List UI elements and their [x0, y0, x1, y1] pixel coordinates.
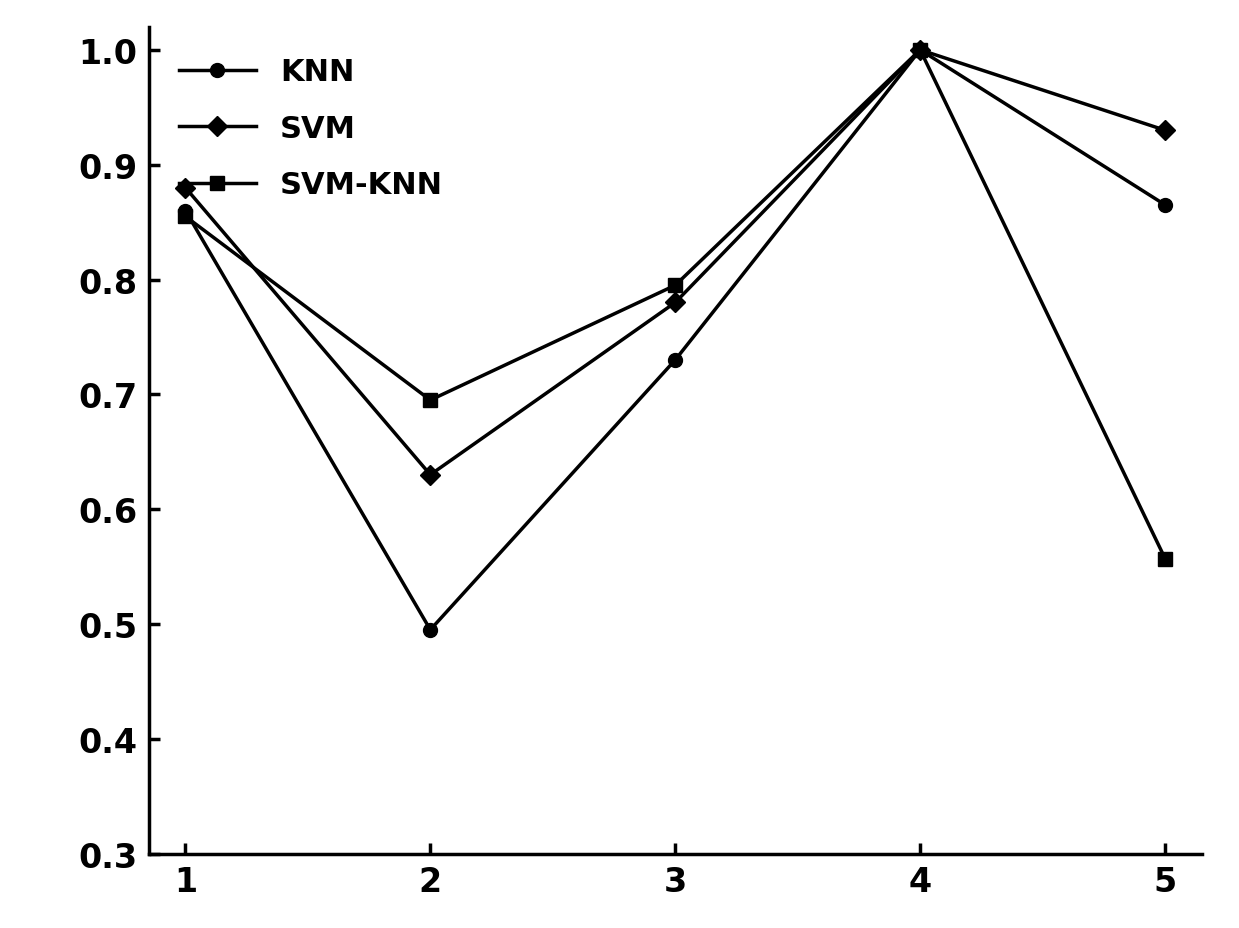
SVM-KNN: [178, 212, 193, 223]
SVM-KNN: [668, 280, 683, 291]
KNN: [422, 625, 437, 636]
SVM: [422, 470, 437, 481]
SVM-KNN: [422, 395, 437, 406]
Line: SVM-KNN: SVM-KNN: [178, 44, 1172, 566]
SVM: [913, 45, 928, 57]
KNN: [1157, 200, 1172, 212]
SVM-KNN: [1157, 553, 1172, 564]
Line: KNN: KNN: [178, 44, 1172, 637]
KNN: [178, 206, 193, 217]
Line: SVM: SVM: [178, 44, 1172, 483]
SVM: [1157, 125, 1172, 136]
SVM-KNN: [913, 45, 928, 57]
KNN: [668, 354, 683, 366]
SVM: [178, 183, 193, 194]
SVM: [668, 298, 683, 309]
Legend: KNN, SVM, SVM-KNN: KNN, SVM, SVM-KNN: [164, 43, 458, 215]
KNN: [913, 45, 928, 57]
